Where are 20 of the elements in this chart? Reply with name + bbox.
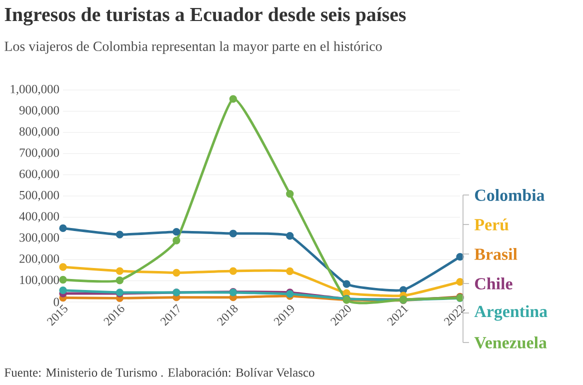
y-tick-label: 0: [54, 298, 60, 306]
y-tick-label: 300,000: [20, 233, 60, 244]
y-tick-label: 100,000: [20, 276, 60, 286]
y-tick-label: 200,000: [20, 254, 60, 265]
source-note: Fuente: Ministerio de Turismo . Elaboración: Bolívar Velasco: [4, 368, 314, 377]
text: Brasil: [474, 248, 518, 260]
text: Perú: [474, 218, 509, 230]
y-tick-label: 1,000,000: [10, 84, 60, 96]
series-label: Argentina: [474, 305, 548, 321]
text: Colombia: [475, 189, 545, 201]
series-label: Chile: [475, 278, 512, 290]
y-tick-label: 500,000: [20, 190, 60, 202]
y-tick-label: 700,000: [20, 148, 60, 159]
y-tick-label: 600,000: [20, 170, 60, 180]
y-tick-label: 900,000: [19, 106, 60, 116]
chart-title: Ingresos de turistas a Ecuador desde seis países: [4, 7, 406, 26]
y-tick-label: 400,000: [19, 212, 60, 222]
text: Venezuela: [474, 336, 547, 348]
chart-subtitle: Los viajeros de Colombia representan la mayor parte en el histórico: [4, 41, 382, 54]
y-tick-label: 800,000: [19, 127, 60, 138]
